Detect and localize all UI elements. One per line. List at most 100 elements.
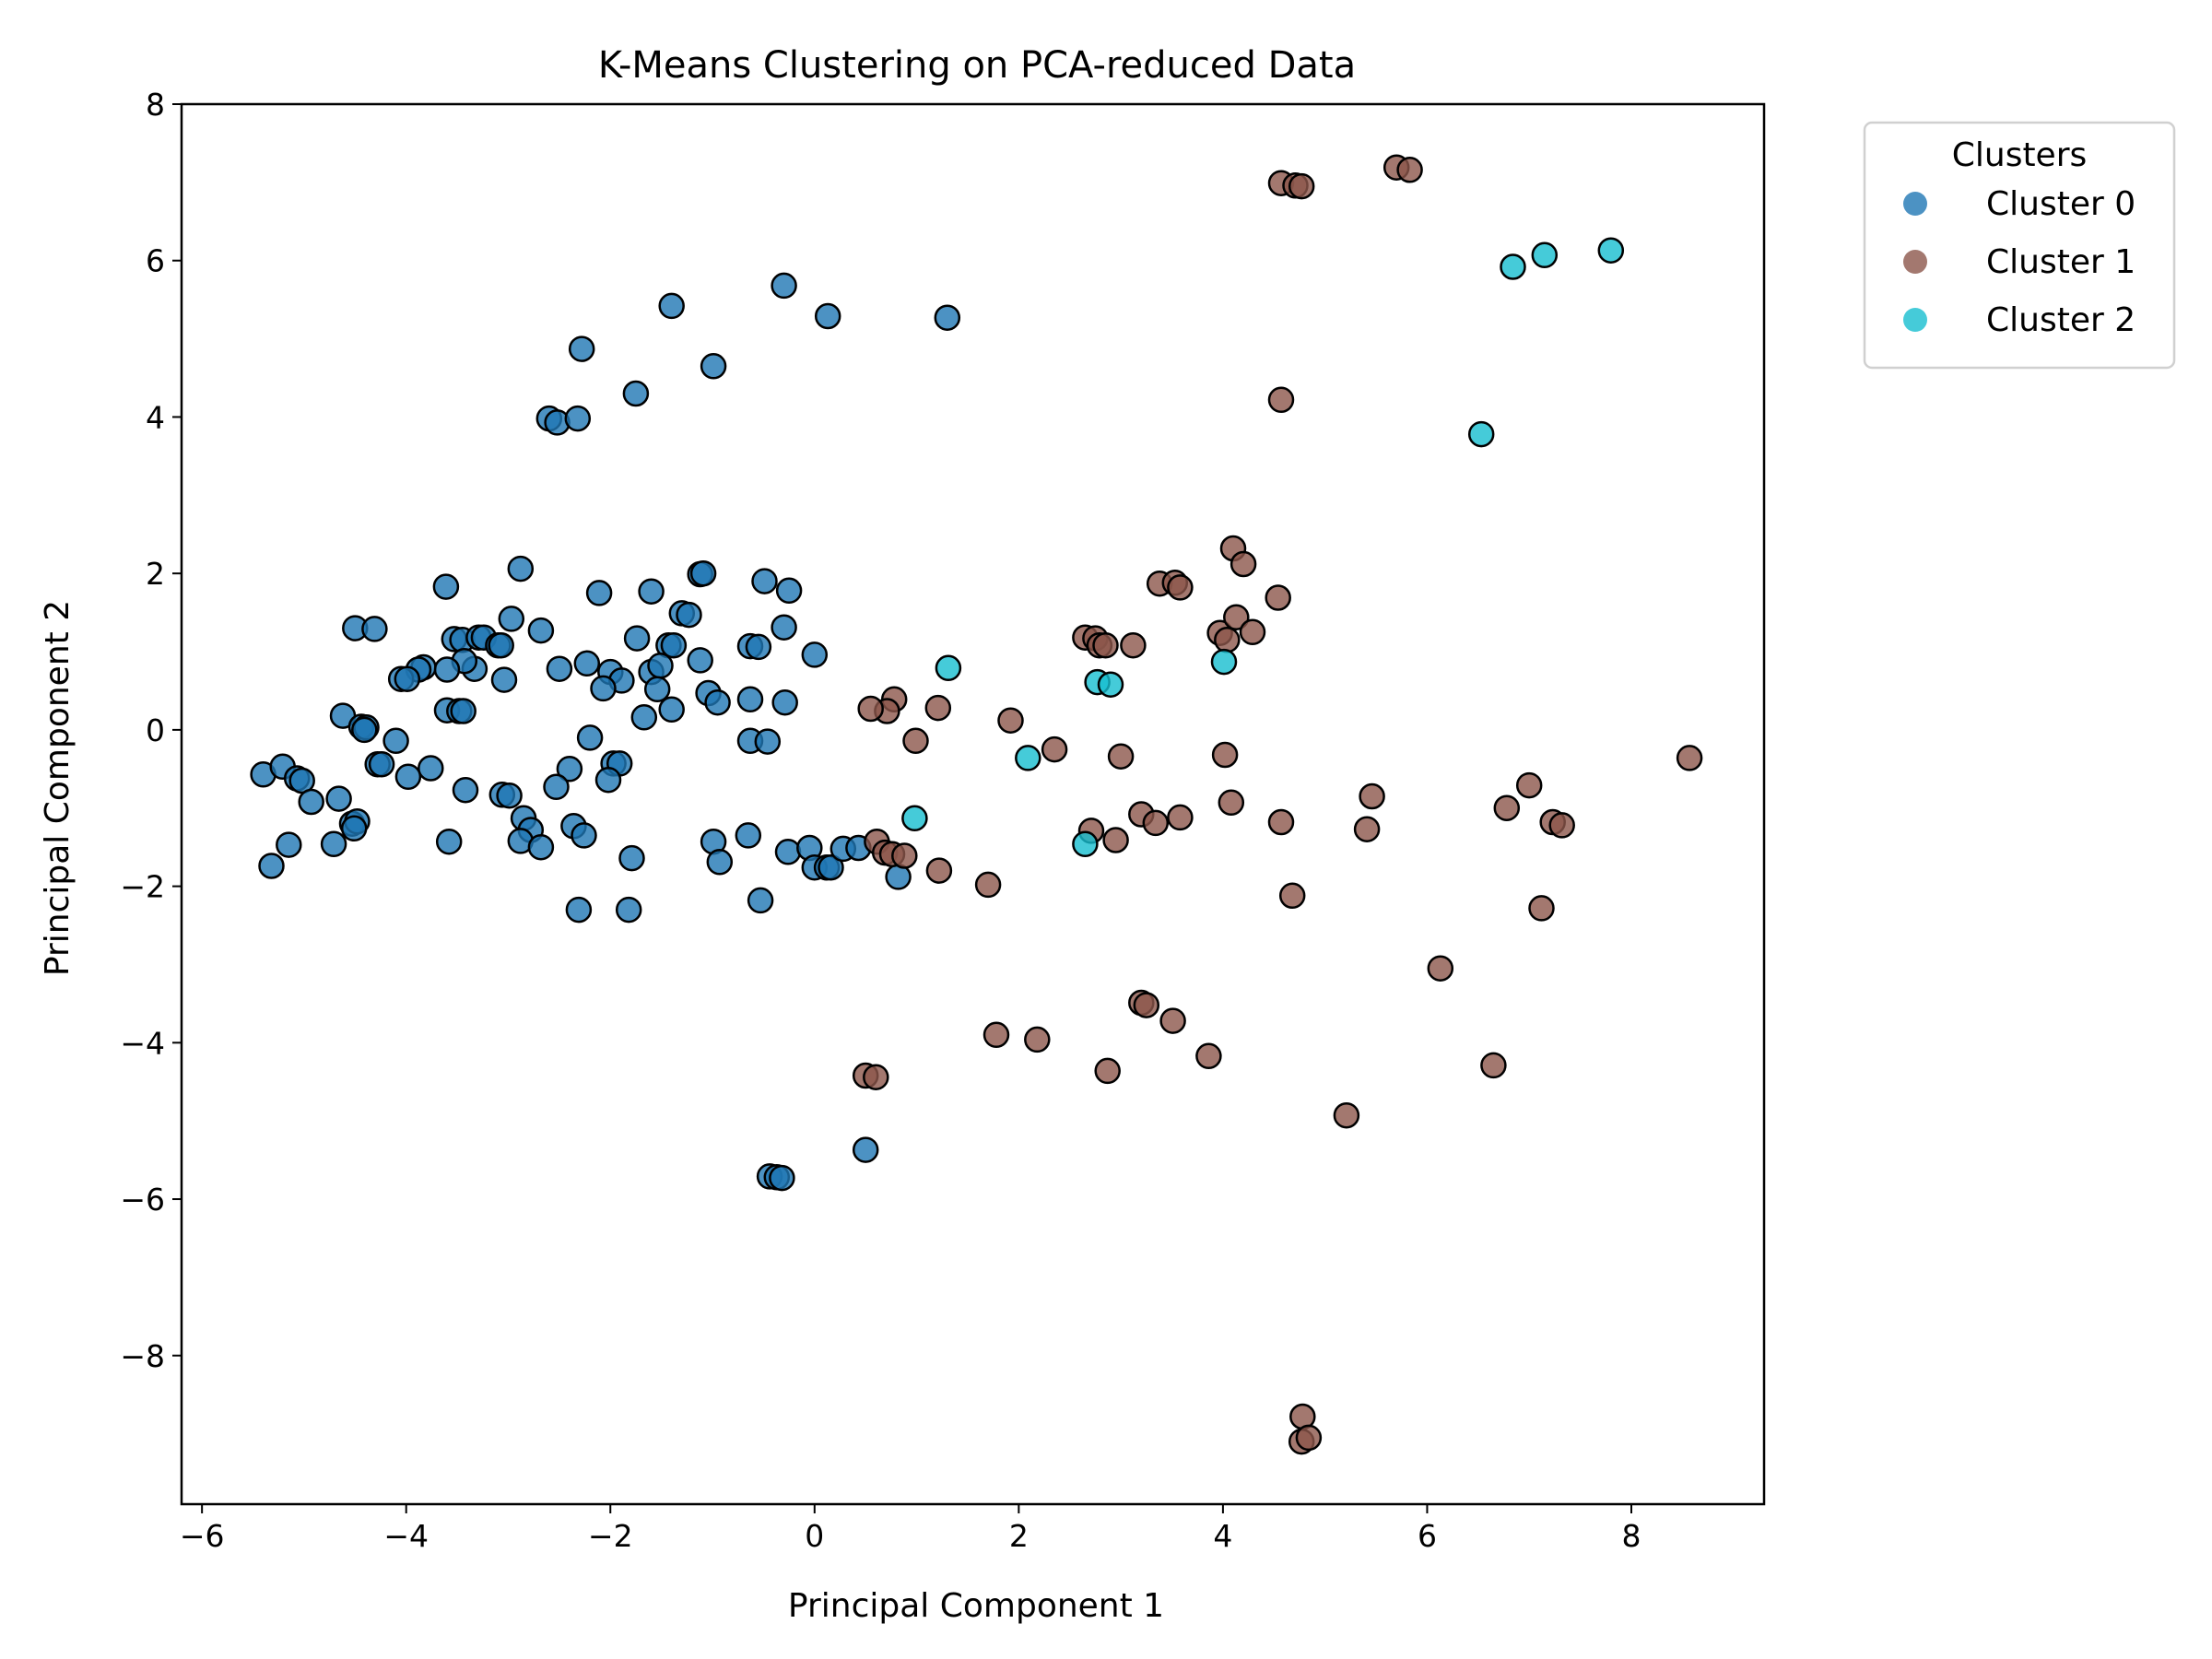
data-point [704,688,731,716]
data-point [658,292,685,320]
data-point [706,849,734,876]
data-point [925,857,953,884]
data-point [1267,808,1295,836]
data-point [325,785,352,812]
data-point [1167,574,1194,601]
data-point [687,647,713,674]
data-point [571,822,597,849]
data-point [1493,794,1521,821]
data-point [676,601,702,629]
data-point [1211,741,1239,769]
plot-frame [180,102,1766,1506]
data-point [1133,992,1160,1018]
data-point [488,631,514,659]
data-point [801,641,829,668]
data-point [818,853,844,881]
data-point [638,578,665,605]
data-point [747,887,774,914]
data-point [751,568,778,594]
data-point [340,815,368,842]
data-point [368,750,395,778]
x-tick-label: −6 [180,1518,225,1554]
data-point [658,696,685,724]
data-point [556,756,583,782]
data-point [1267,386,1295,414]
data-point [1097,671,1124,698]
x-tick-label: 6 [1418,1518,1437,1554]
x-tick-label: 8 [1621,1518,1641,1554]
data-point [615,896,642,924]
data-point [771,688,798,716]
data-point [435,828,463,855]
data-point [935,654,962,682]
data-point [1480,1052,1507,1079]
data-point [1353,816,1381,842]
data-point [432,573,460,600]
data-point [814,302,841,330]
data-point [1218,789,1245,817]
data-point [394,665,421,692]
chart-title: K-Means Clustering on PCA-reduced Data [598,44,1356,87]
data-point [1214,627,1241,653]
data-point [745,633,772,661]
data-point [754,728,782,755]
data-point [643,676,671,703]
data-point [769,1164,795,1192]
data-point [924,694,952,722]
data-point [546,655,573,682]
data-point [622,380,650,407]
data-point [775,577,803,605]
data-point [997,707,1024,734]
data-point [934,304,961,331]
data-point [1333,1101,1360,1129]
y-axis-ticks: −8 −6 −4 −2 0 2 4 6 8 [120,87,182,1374]
data-point [618,844,645,872]
legend-marker [1903,250,1927,274]
data-point [590,675,617,702]
y-tick-label: −2 [120,869,165,905]
data-point [700,353,727,380]
data-point [1102,827,1129,853]
data-point [568,335,595,362]
data-point [1230,550,1257,578]
data-point [735,822,762,849]
y-tick-label: 4 [146,399,165,435]
y-tick-label: 2 [146,556,165,592]
data-point [507,555,535,582]
data-point [585,580,613,606]
x-tick-label: 4 [1213,1518,1232,1554]
data-point [660,631,688,659]
data-point [863,1064,889,1090]
legend-items: Cluster 0 Cluster 1 Cluster 2 [1903,185,2136,339]
data-point [258,853,285,879]
data-point [298,788,324,816]
legend-label: Cluster 0 [1986,185,2136,223]
data-point [1531,241,1559,269]
data-point [852,1136,879,1163]
data-point [1223,604,1250,630]
data-point [1142,809,1170,837]
data-point [1107,743,1135,770]
data-point [1120,631,1147,659]
data-point [496,782,523,809]
data-point [1295,1424,1323,1452]
data-point [901,805,928,832]
data-point [382,727,409,755]
y-axis-label: Principal Component 2 [39,600,76,976]
data-point [450,698,477,724]
data-point [576,724,604,751]
data-point [1548,812,1575,839]
y-tick-label: 0 [146,712,165,748]
data-point [1278,882,1306,910]
data-point [630,704,658,731]
data-point [902,727,929,755]
data-point [1024,1026,1051,1053]
data-point [1195,1042,1222,1070]
data-point [1515,771,1543,799]
data-point [1528,895,1555,922]
data-point [1288,172,1315,200]
data-point [1467,420,1495,448]
x-tick-label: 0 [805,1518,824,1554]
